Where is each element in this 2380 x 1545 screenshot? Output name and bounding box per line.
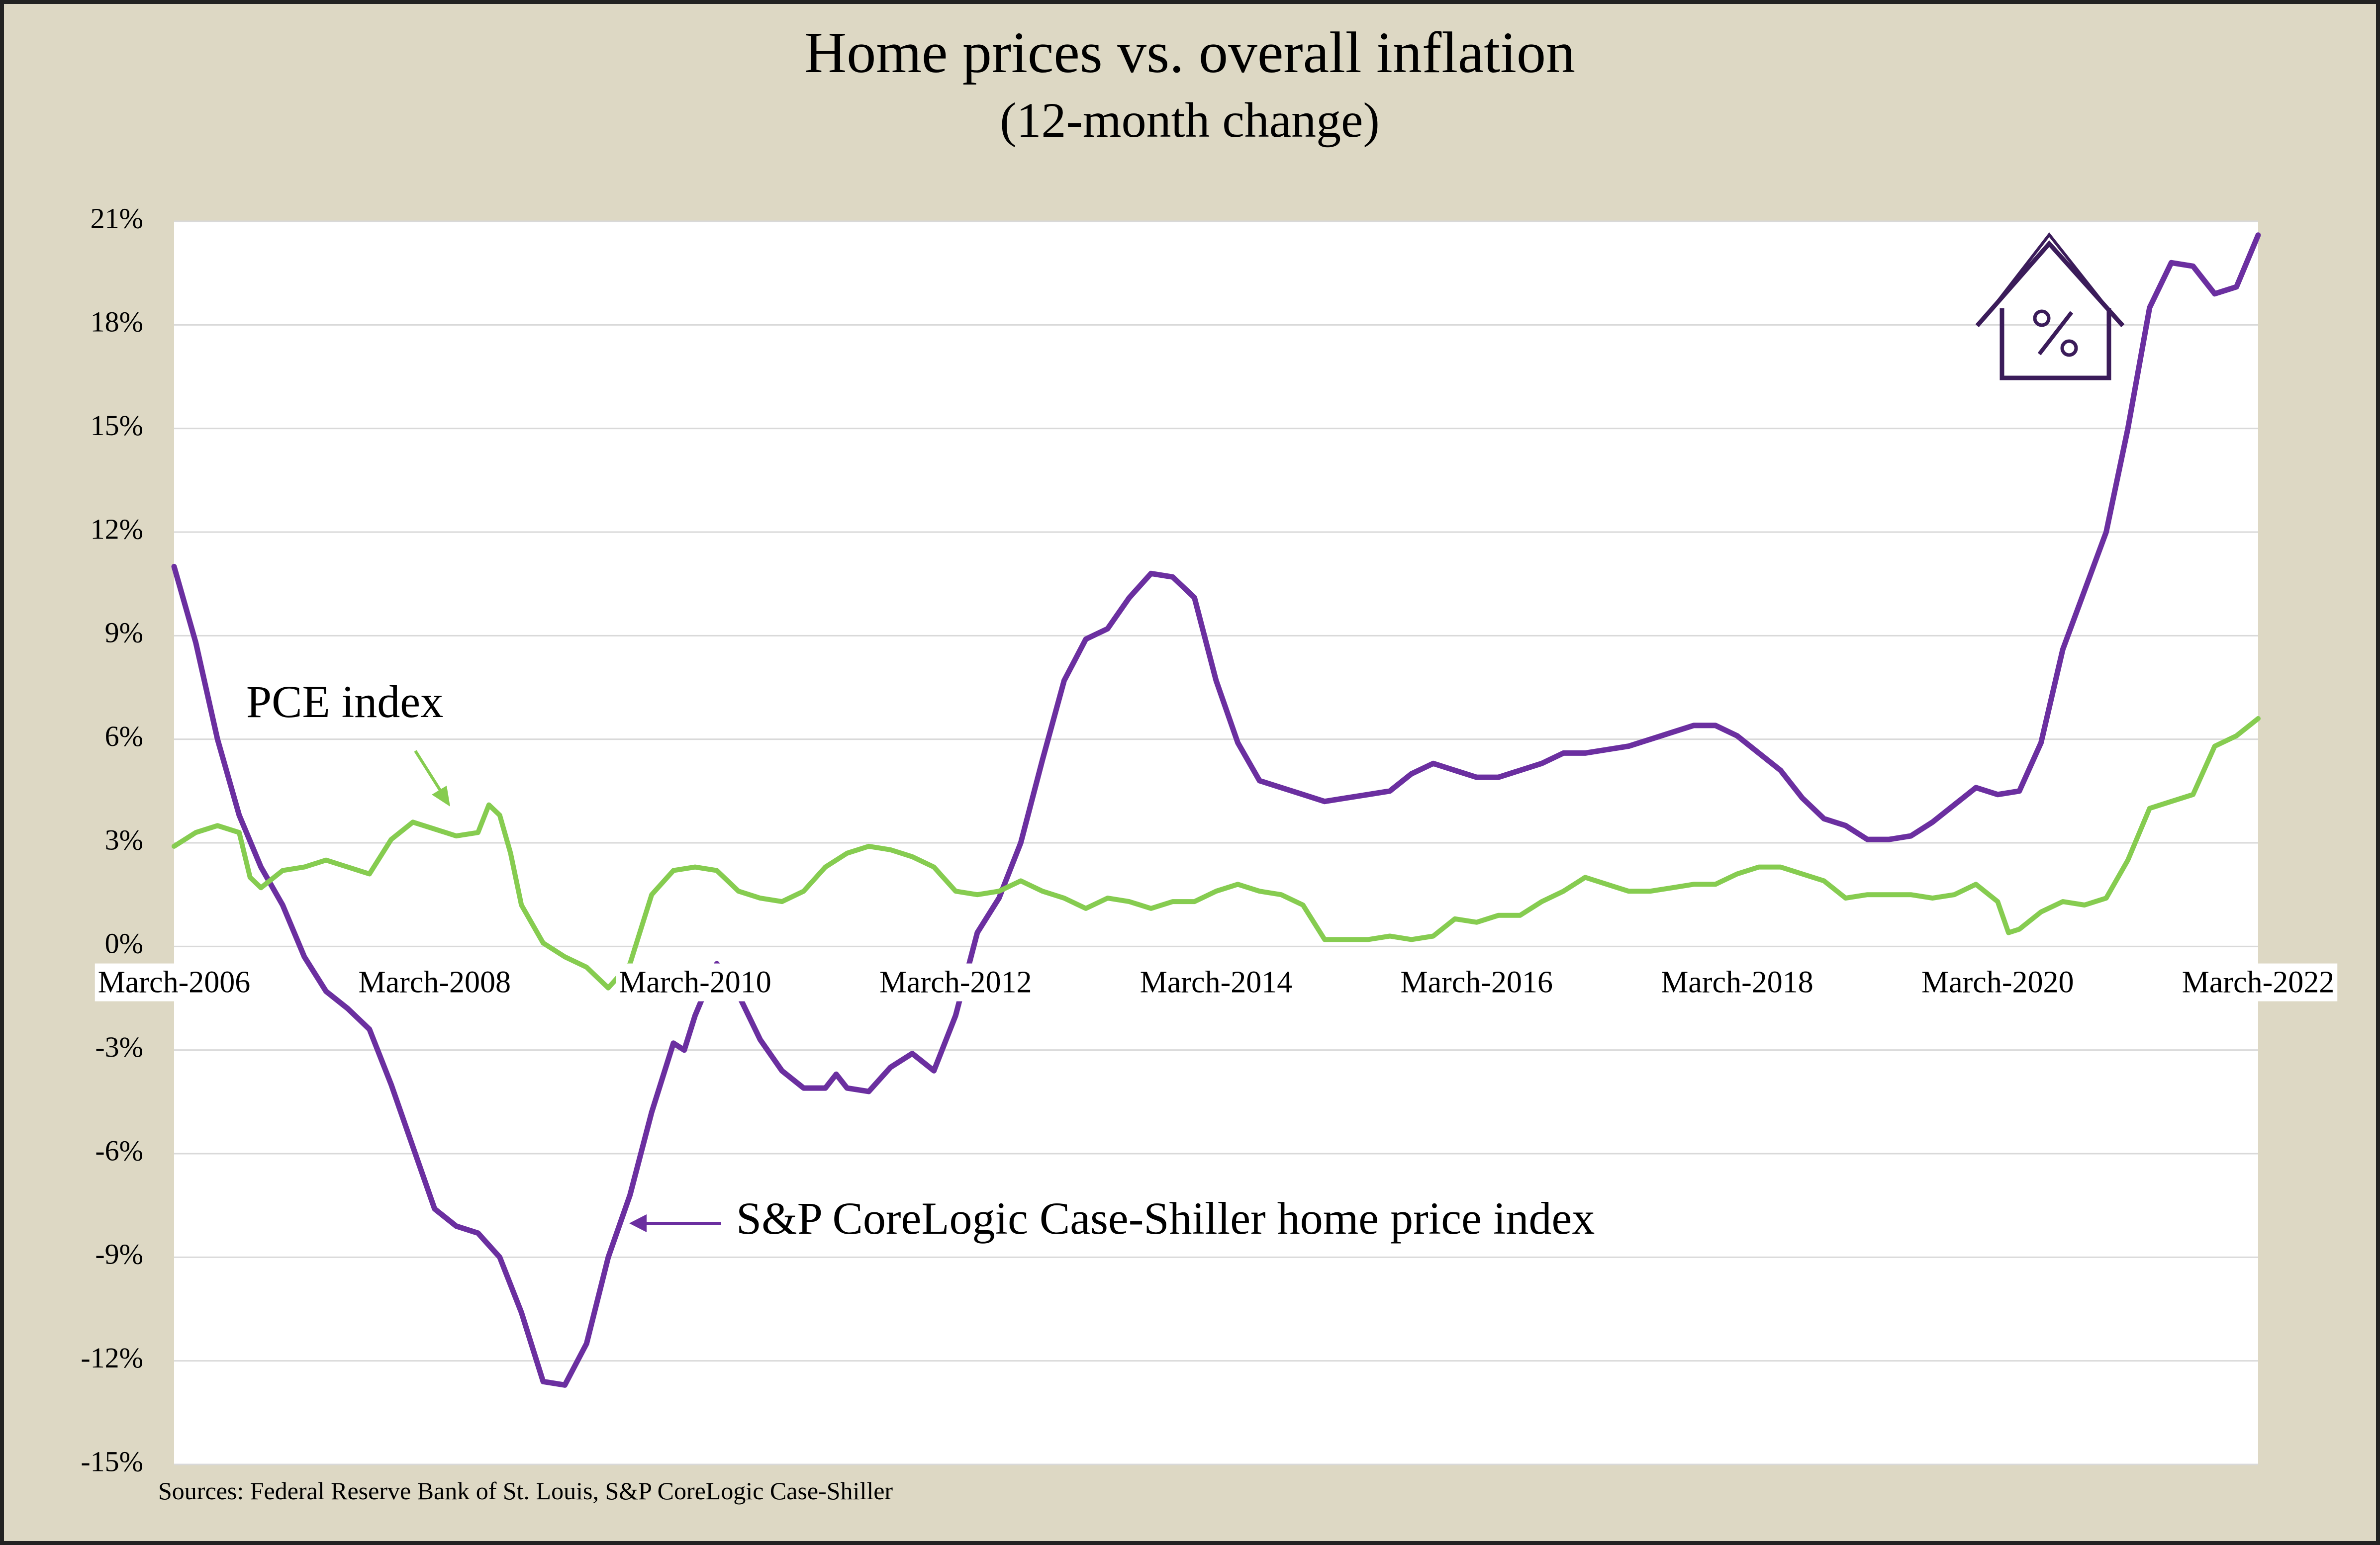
x-tick-label: March-2010 xyxy=(619,966,771,1000)
x-tick-label: March-2018 xyxy=(1661,966,1813,1000)
home-price-series-line xyxy=(171,232,2261,1388)
source-note: Sources: Federal Reserve Bank of St. Lou… xyxy=(158,1477,893,1505)
y-tick-label: -6% xyxy=(95,1134,143,1167)
pce-series-line xyxy=(172,716,2261,991)
y-tick-label: -9% xyxy=(95,1238,143,1271)
home-price-arrowhead-icon xyxy=(629,1214,647,1232)
pce-label: PCE index xyxy=(246,676,443,727)
x-tick-label-bg xyxy=(1137,963,1296,1001)
y-tick-label: -12% xyxy=(81,1342,143,1374)
x-tick-label-bg xyxy=(1918,963,2077,1001)
x-tick-label: March-2022 xyxy=(2182,966,2334,1000)
x-axis-ticks: March-2006 March-2008 March-2010 March-2012… xyxy=(95,963,2338,1001)
x-tick-label-bg xyxy=(876,963,1035,1001)
x-tick-label: March-2012 xyxy=(879,966,1032,1000)
series-lines xyxy=(171,232,2261,1388)
y-tick-label: -3% xyxy=(95,1031,143,1063)
home-price-annotation: S&P CoreLogic Case-Shiller home price in… xyxy=(629,1193,1595,1244)
gridlines xyxy=(174,220,2258,1465)
y-tick-label: 3% xyxy=(105,823,143,856)
y-axis-ticks: 21% 18% 15% 12% 9% 6% 3% 0% -3% -6% -9% -12% -15% xyxy=(81,202,143,1477)
pce-annotation: PCE index xyxy=(246,676,450,807)
y-tick-label: 6% xyxy=(105,720,143,752)
x-tick-label-bg xyxy=(1397,963,1556,1001)
x-tick-label: March-2020 xyxy=(1921,966,2074,1000)
x-tick-label: March-2016 xyxy=(1401,966,1553,1000)
x-tick-label: March-2008 xyxy=(359,966,511,1000)
pce-arrowhead-icon xyxy=(432,786,450,807)
x-tick-label-bg xyxy=(2179,963,2338,1001)
x-tick-label: March-2014 xyxy=(1140,966,1292,1000)
chart-title: Home prices vs. overall inflation xyxy=(804,20,1575,85)
y-tick-label: -15% xyxy=(81,1445,143,1477)
y-tick-label: 21% xyxy=(91,202,143,234)
house-percent-icon xyxy=(1975,232,2125,380)
home-price-label: S&P CoreLogic Case-Shiller home price in… xyxy=(736,1193,1595,1244)
x-tick-label-bg xyxy=(1658,963,1816,1001)
y-tick-label: 18% xyxy=(91,306,143,338)
x-tick-label-bg xyxy=(355,963,514,1001)
x-tick-label-bg xyxy=(616,963,774,1001)
y-tick-label: 0% xyxy=(105,927,143,960)
y-tick-label: 12% xyxy=(91,513,143,545)
x-tick-label-bg xyxy=(95,963,254,1001)
chart-subtitle: (12-month change) xyxy=(1000,92,1380,148)
y-tick-label: 15% xyxy=(91,409,143,442)
x-tick-label: March-2006 xyxy=(98,966,250,1000)
y-tick-label: 9% xyxy=(105,617,143,649)
